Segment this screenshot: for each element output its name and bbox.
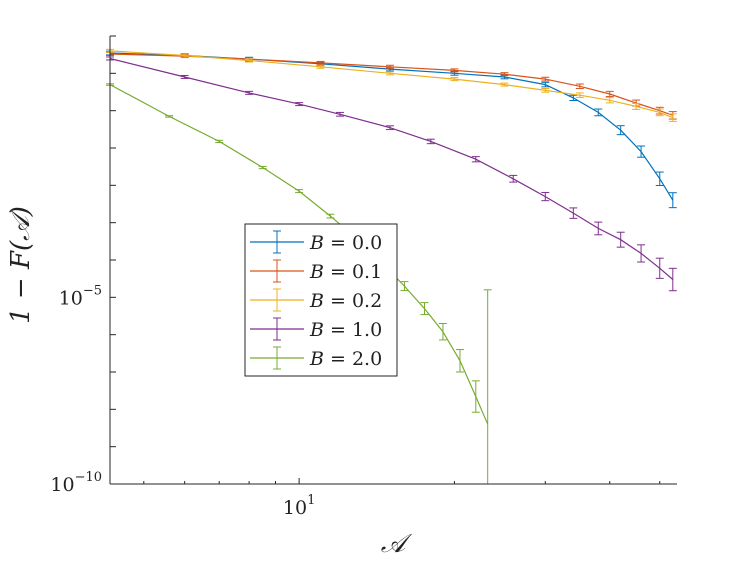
error-bar [180,74,189,79]
error-bar [165,115,174,118]
series-3 [106,48,677,122]
series-line [109,57,674,280]
error-bar [335,111,344,117]
error-bar [316,60,325,65]
error-bar [541,87,550,93]
error-bar [632,102,641,110]
y-ticks: 10−5 10−10 [50,35,116,496]
legend-label: B = 1.0 [309,319,382,341]
error-bar [616,125,625,136]
error-bar [385,64,394,69]
error-bar [509,174,518,183]
x-ticks: 101 [143,478,661,519]
error-bar [605,90,614,98]
error-bar [450,68,459,73]
error-bar [245,90,254,95]
error-bar [385,125,394,131]
error-bar [569,207,578,219]
error-bar [438,322,447,341]
error-bar [655,257,664,279]
error-bar [541,191,550,202]
legend-item: B = 0.1 [250,259,382,283]
error-bar [668,192,677,209]
error-bar [655,108,664,117]
error-bar [637,145,646,158]
error-bar [295,189,304,194]
legend-label: B = 0.2 [309,290,382,312]
error-bar [541,81,550,88]
error-bar [426,138,435,145]
error-bar [316,64,325,69]
error-bar [637,244,646,263]
y-axis-label: 1 − F(𝒜) [6,206,36,324]
error-bar [471,156,480,163]
error-bar [450,77,459,82]
error-bar [575,92,584,98]
error-bar [594,221,603,236]
error-bar [180,53,189,58]
series-line [109,50,674,119]
error-bar [295,102,304,107]
legend-item: B = 1.0 [250,317,382,341]
legend-label: B = 0.1 [309,261,382,283]
error-bar [500,72,509,77]
x-axis-label: 𝒜 [381,529,413,559]
error-bar [385,71,394,76]
error-bar [215,139,224,144]
error-bar [541,76,550,82]
error-bar [483,289,492,485]
error-bar [258,165,267,170]
plot-area [106,48,677,485]
legend: B = 0.0 B = 0.1 B = 0.2 B = 1.0 B = 2.0 [244,223,398,377]
error-bar [575,83,584,90]
series-2 [106,51,677,120]
legend-label: B = 0.0 [309,232,382,254]
error-bar [471,380,480,413]
error-bar [455,349,464,373]
error-bar [326,213,335,219]
y-tick-label: 10−5 [59,283,102,309]
legend-box [244,223,398,377]
error-bar [668,267,677,292]
error-bar [616,231,625,248]
y-tick-label: 10−10 [50,470,102,496]
error-bar [668,113,677,122]
legend-label: B = 2.0 [309,348,382,370]
legend-item: B = 0.0 [250,230,382,254]
error-bar [400,281,409,292]
error-bar [594,108,603,117]
legend-item: B = 0.2 [250,288,382,312]
error-bar [245,58,254,63]
error-bar [420,302,429,316]
error-bar [500,82,509,87]
series-4 [106,56,677,292]
error-bar [655,171,664,186]
legend-item: B = 2.0 [250,346,382,370]
error-bar [605,97,614,104]
x-tick-label: 101 [283,493,315,519]
